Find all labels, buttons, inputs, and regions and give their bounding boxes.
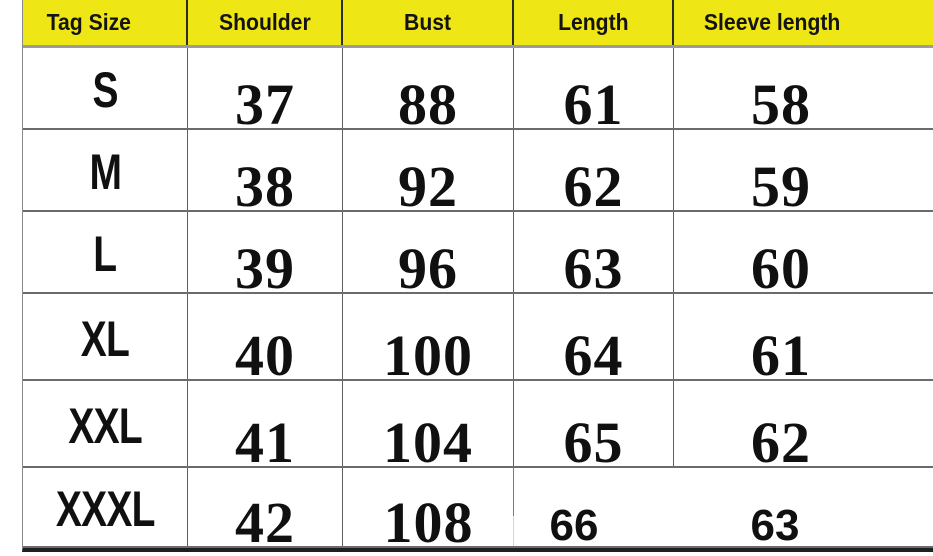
- size-cell: L: [23, 212, 188, 292]
- size-label: L: [93, 226, 117, 282]
- length-value: 66: [549, 501, 599, 550]
- shoulder-value: 42: [235, 490, 295, 555]
- length-cell: 66: [514, 468, 674, 550]
- sleeve-value: 63: [750, 501, 800, 550]
- size-chart-table: Tag Size Shoulder Bust Length Sleeve len…: [22, 0, 933, 552]
- size-cell: XL: [23, 294, 188, 379]
- header-label: Tag Size: [46, 9, 131, 35]
- bust-value: 108: [383, 490, 474, 555]
- header-label: Bust: [403, 9, 452, 35]
- size-label: XXL: [68, 397, 142, 454]
- size-label: XXXL: [55, 481, 156, 537]
- sleeve-cell: 60: [674, 212, 933, 298]
- size-cell: XXL: [23, 381, 188, 466]
- header-label: Length: [557, 9, 629, 35]
- table-row-xxl: XXL 41 104 65 62: [23, 381, 933, 472]
- length-cell: 64: [514, 294, 674, 385]
- length-cell: 62: [514, 130, 674, 216]
- bust-cell: 108: [343, 468, 514, 552]
- sleeve-cell: 61: [674, 294, 933, 385]
- sleeve-value: 59: [751, 154, 811, 219]
- header-label: Sleeve length: [703, 9, 841, 35]
- shoulder-value: 37: [235, 72, 295, 137]
- size-label: M: [89, 144, 121, 200]
- bust-value: 92: [398, 154, 458, 219]
- shoulder-value: 40: [235, 323, 295, 388]
- sleeve-cell: 59: [674, 130, 933, 216]
- shoulder-value: 41: [235, 410, 295, 475]
- size-cell: XXXL: [23, 468, 188, 546]
- sleeve-cell: 58: [674, 48, 933, 134]
- bust-cell: 100: [343, 294, 514, 385]
- table-row-l: L 39 96 63 60: [23, 212, 933, 298]
- table-row-xl: XL 40 100 64 61: [23, 294, 933, 385]
- shoulder-cell: 38: [188, 130, 343, 216]
- header-cell-sleeve-length: Sleeve length: [674, 0, 933, 45]
- bust-value: 96: [398, 236, 458, 301]
- length-cell: 61: [514, 48, 674, 134]
- sleeve-value: 62: [751, 410, 811, 475]
- length-cell: 65: [514, 381, 674, 472]
- shoulder-cell: 41: [188, 381, 343, 472]
- shoulder-value: 38: [235, 154, 295, 219]
- length-cell: 63: [514, 212, 674, 298]
- bust-cell: 92: [343, 130, 514, 216]
- size-label: S: [92, 62, 118, 118]
- bust-value: 100: [383, 323, 473, 388]
- bust-value: 88: [398, 72, 458, 137]
- sleeve-value: 61: [751, 323, 811, 388]
- length-value: 62: [563, 154, 624, 219]
- shoulder-cell: 37: [188, 48, 343, 134]
- bust-cell: 104: [343, 381, 514, 472]
- table-row-s: S 37 88 61 58: [23, 48, 933, 134]
- length-value: 61: [563, 72, 624, 137]
- bust-cell: 88: [343, 48, 514, 134]
- shoulder-value: 39: [235, 236, 295, 301]
- header-cell-length: Length: [514, 0, 674, 45]
- header-cell-shoulder: Shoulder: [188, 0, 343, 45]
- header-label: Shoulder: [218, 9, 311, 35]
- shoulder-cell: 42: [188, 468, 343, 552]
- size-label: XL: [80, 310, 130, 367]
- header-cell-tag-size: Tag Size: [23, 0, 188, 45]
- size-cell: M: [23, 130, 188, 210]
- header-row: Tag Size Shoulder Bust Length Sleeve len…: [23, 0, 933, 48]
- bust-cell: 96: [343, 212, 514, 298]
- length-value: 64: [563, 323, 624, 388]
- sleeve-value: 58: [751, 72, 811, 137]
- length-value: 63: [563, 236, 624, 301]
- length-value: 65: [563, 410, 624, 475]
- sleeve-cell: 63: [674, 468, 933, 550]
- shoulder-cell: 40: [188, 294, 343, 385]
- header-cell-bust: Bust: [343, 0, 514, 45]
- bust-value: 104: [383, 410, 473, 475]
- size-cell: S: [23, 48, 188, 128]
- table-row-xxxl: XXXL 42 108 66 63: [23, 468, 933, 552]
- shoulder-cell: 39: [188, 212, 343, 298]
- table-row-m: M 38 92 62 59: [23, 130, 933, 216]
- sleeve-cell: 62: [674, 381, 933, 472]
- sleeve-value: 60: [751, 236, 811, 301]
